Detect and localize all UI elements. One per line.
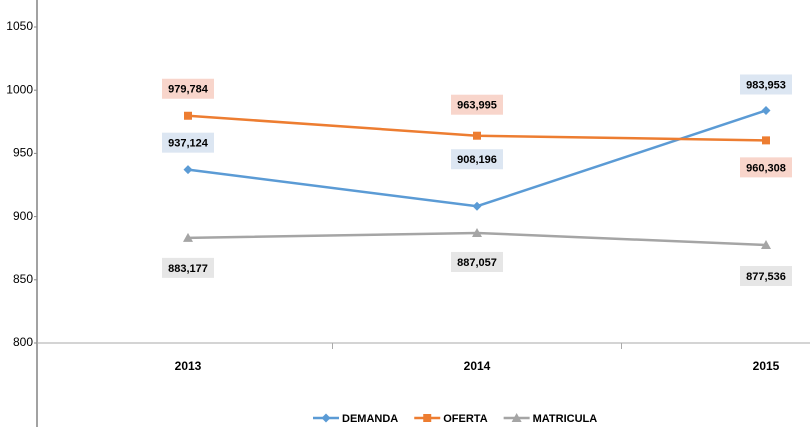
point-marker	[183, 165, 193, 175]
data-label: 979,784	[168, 84, 209, 96]
data-label-box	[740, 157, 792, 178]
y-tick-label: 800	[13, 335, 33, 349]
y-tick-label: 850	[13, 272, 33, 286]
y-tick-label: 900	[13, 209, 33, 223]
point-marker	[473, 131, 481, 140]
data-label-box	[740, 74, 792, 95]
point-marker	[761, 105, 771, 115]
point-marker	[472, 201, 482, 211]
data-label: 937,124	[168, 138, 209, 150]
data-label: 877,536	[746, 271, 786, 283]
data-label: 883,177	[168, 263, 208, 275]
x-tick-label: 2014	[464, 359, 491, 373]
point-marker	[472, 227, 482, 237]
point-marker	[762, 136, 770, 145]
data-label: 983,953	[746, 79, 786, 91]
data-label-box	[162, 132, 214, 153]
point-marker	[183, 232, 193, 242]
data-label: 887,057	[457, 257, 497, 269]
legend-label: MATRICULA	[533, 413, 598, 425]
legend-label: OFERTA	[443, 413, 487, 425]
x-tick-label: 2015	[753, 359, 780, 373]
data-label: 960,308	[746, 162, 786, 174]
data-label-box	[451, 94, 503, 115]
data-label-box	[162, 257, 214, 278]
data-label-box	[740, 265, 792, 286]
legend-label: DEMANDA	[342, 413, 398, 425]
data-label-box	[162, 78, 214, 99]
point-marker	[184, 111, 192, 120]
y-tick-label: 950	[13, 146, 33, 160]
y-tick-label: 1000	[6, 82, 33, 96]
data-label: 963,995	[457, 100, 497, 112]
x-tick-label: 2013	[175, 359, 202, 373]
data-label-box	[451, 149, 503, 170]
data-label: 908,196	[457, 154, 497, 166]
y-tick-label: 1050	[6, 19, 33, 33]
point-marker	[761, 239, 771, 249]
data-label-box	[451, 251, 503, 272]
legend-marker	[321, 413, 331, 423]
legend-marker	[511, 413, 522, 422]
legend-marker	[423, 414, 432, 422]
